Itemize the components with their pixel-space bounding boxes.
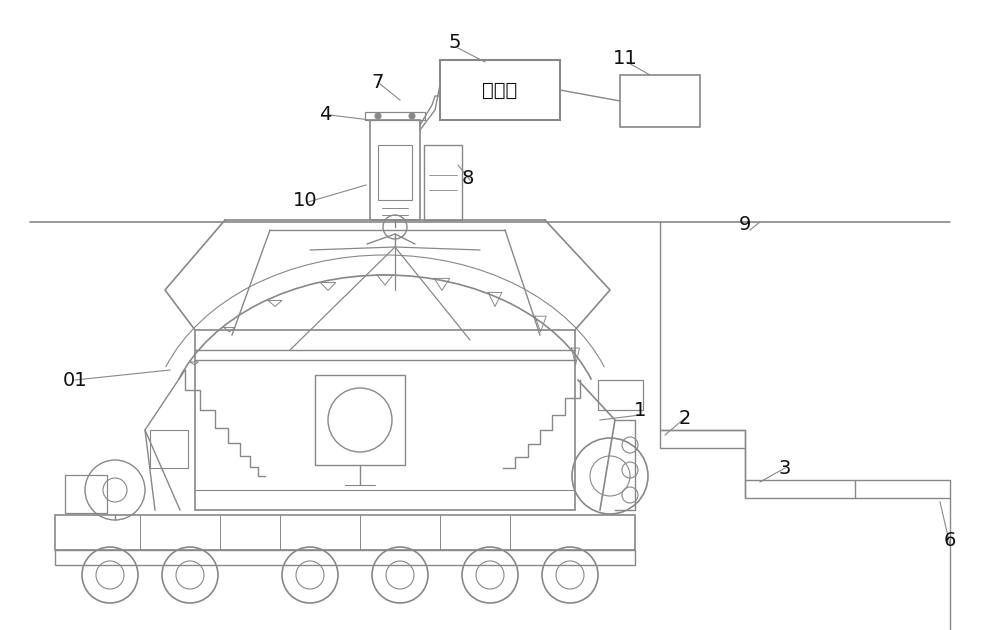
Bar <box>315 375 405 465</box>
Text: 5: 5 <box>449 33 461 52</box>
Bar <box>378 145 412 200</box>
Text: 11: 11 <box>613 49 637 67</box>
Bar <box>55 515 635 550</box>
Bar <box>365 112 425 120</box>
Bar <box>598 380 643 410</box>
Text: 7: 7 <box>372 72 384 91</box>
Text: 01: 01 <box>63 370 87 389</box>
Bar <box>620 75 700 127</box>
Text: 9: 9 <box>739 215 751 234</box>
Text: 10: 10 <box>293 190 317 210</box>
Bar <box>660 430 745 448</box>
Text: 6: 6 <box>944 530 956 549</box>
Circle shape <box>409 113 415 119</box>
Bar <box>424 145 462 220</box>
Bar <box>440 60 560 120</box>
Text: 3: 3 <box>779 459 791 478</box>
Circle shape <box>375 113 381 119</box>
Bar <box>370 120 420 220</box>
Bar <box>150 430 188 468</box>
Bar <box>55 550 635 565</box>
Text: 4: 4 <box>319 105 331 125</box>
Text: 8: 8 <box>462 168 474 188</box>
Text: 1: 1 <box>634 401 646 420</box>
Bar <box>745 480 855 498</box>
Bar <box>195 330 575 510</box>
Text: 2: 2 <box>679 408 691 428</box>
Text: 控制器: 控制器 <box>482 81 518 100</box>
Bar <box>65 475 107 513</box>
